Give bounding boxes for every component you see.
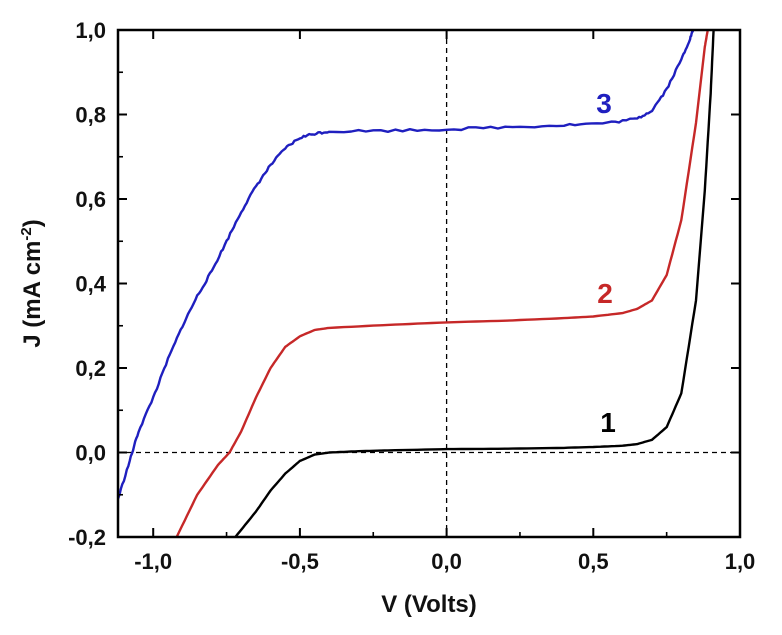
x-axis-title: V (Volts): [381, 591, 477, 618]
series-line-3: [118, 30, 695, 500]
x-tick-label: 0,5: [578, 549, 609, 574]
x-tick-label: -0,5: [281, 549, 319, 574]
y-tick-label: 0,6: [75, 187, 106, 212]
y-tick-label: 0,2: [75, 356, 106, 381]
y-axis-title-main: J (mA cm: [19, 241, 46, 348]
series-label-2: 2: [597, 278, 613, 309]
series-line-1: [234, 30, 715, 537]
series-label-3: 3: [596, 88, 612, 119]
x-tick-label: -1,0: [134, 549, 172, 574]
series-label-1: 1: [600, 407, 616, 438]
plot-frame: [116, 28, 742, 539]
y-tick-label: 0,8: [75, 103, 106, 128]
y-axis-title-close: ): [19, 219, 46, 227]
x-tick-label: 1,0: [725, 549, 756, 574]
y-tick-label: 1,0: [75, 18, 106, 43]
x-tick-label: 0,0: [431, 549, 462, 574]
y-tick-label: -0,2: [68, 525, 106, 550]
y-tick-label: 0,0: [75, 441, 106, 466]
y-axis-title: J (mA cm-2): [18, 219, 46, 348]
series-line-2: [175, 30, 709, 537]
y-axis-title-superscript: -2: [18, 227, 35, 240]
y-tick-label: 0,4: [75, 272, 106, 297]
